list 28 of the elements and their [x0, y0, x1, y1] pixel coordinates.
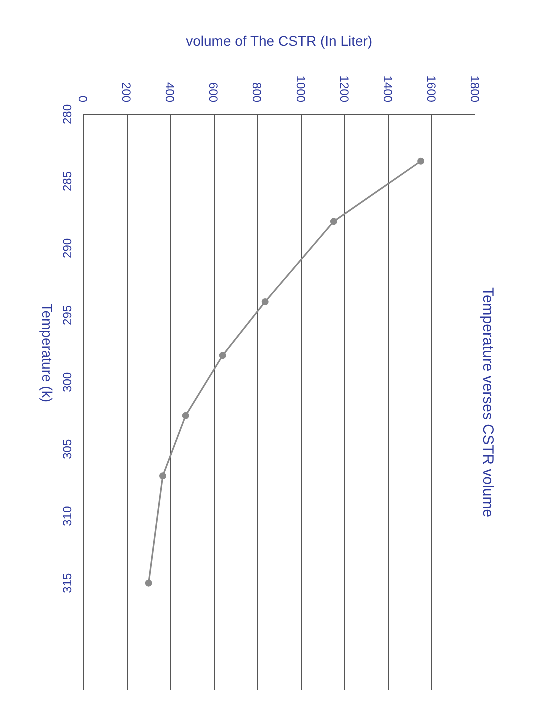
point: [219, 352, 226, 360]
y-tick-label: 305: [60, 439, 74, 460]
x-tick-label: 600: [206, 82, 221, 103]
point: [182, 412, 190, 420]
x-tick-label: 1600: [424, 76, 438, 103]
y-tick-label: 285: [60, 171, 74, 192]
x-tick-label: 200: [120, 82, 134, 103]
x-tick-label: 1400: [380, 76, 395, 103]
x-tick-label: 400: [163, 82, 178, 103]
point: [418, 158, 425, 165]
point: [145, 580, 152, 587]
point: [262, 298, 269, 306]
x-tick-label: 1800: [468, 76, 482, 103]
x-tick-label: 1200: [337, 76, 352, 103]
y-tick-label: 315: [60, 573, 74, 594]
text: Temperature verses CSTR volume: [480, 287, 496, 518]
y-tick-label: 280: [60, 104, 74, 125]
point: [159, 472, 166, 480]
point: [330, 218, 338, 226]
x-tick-label: 0: [76, 96, 90, 103]
y-tick-label: 295: [60, 305, 74, 326]
y-tick-label: 300: [60, 372, 74, 392]
x-tick-label: 1000: [294, 76, 308, 103]
y-axis-title: Temperature (k): [40, 304, 56, 403]
x-tick-label: 800: [250, 82, 264, 103]
y-tick-label: 290: [60, 238, 74, 258]
y-tick-label: 310: [60, 506, 74, 526]
x-axis-title: volume of The CSTR (In Liter): [186, 32, 373, 49]
